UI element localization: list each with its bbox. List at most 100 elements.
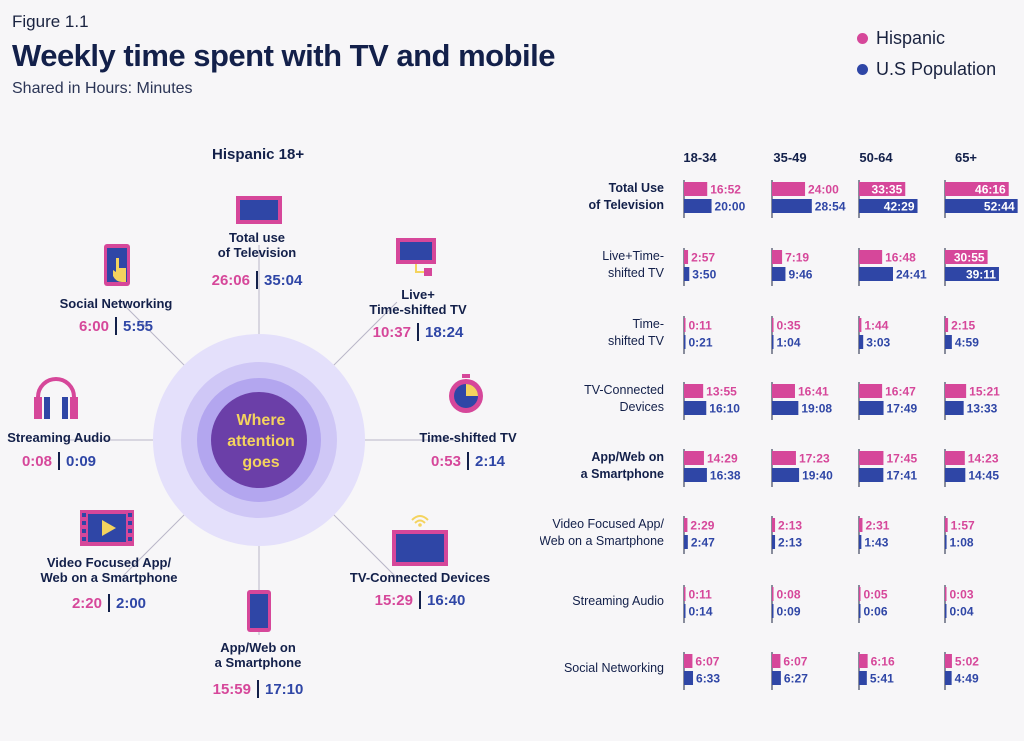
center-text-line: goes (242, 454, 280, 471)
wheel-category-label-line: Total use (228, 230, 286, 245)
hispanic-value: 10:37 (372, 323, 411, 341)
value-separator (467, 452, 469, 470)
video-play-icon (80, 510, 134, 546)
wheel-category-label-line: a Smartphone (214, 655, 302, 670)
wheel-category-values: 15:29 16:40 (374, 591, 465, 609)
value-separator (417, 323, 419, 341)
age-bar-chart: 18-34 35-49 50-64 65+ Total Use of Television… (540, 150, 1018, 690)
hispanic-bar (772, 318, 774, 332)
us-value-label: 17:49 (887, 402, 918, 416)
hispanic-value-label: 2:57 (691, 251, 715, 265)
hispanic-value: 15:29 (374, 591, 413, 609)
us-value-label: 0:14 (689, 605, 713, 619)
us-value-label: 19:08 (801, 402, 832, 416)
us-value-label: 1:04 (777, 336, 801, 350)
hispanic-bar (684, 518, 688, 532)
hispanic-bar (945, 451, 965, 465)
legend-us: U.S Population (857, 59, 996, 80)
value-separator (108, 594, 110, 612)
wheel-category-label-line: Time-shifted TV (369, 302, 467, 317)
hispanic-value-label: 6:07 (695, 655, 719, 669)
age-group-header: 50-64 (859, 150, 893, 165)
us-value: 2:14 (475, 452, 506, 470)
us-value-label: 24:41 (896, 268, 927, 282)
hispanic-value-label: 17:45 (886, 452, 917, 466)
hispanic-bar (945, 250, 988, 264)
wheel-category-label: App/Web on a Smartphone (215, 640, 302, 670)
headband (36, 377, 76, 405)
us-bar (684, 671, 694, 685)
wheel-category-label: Video Focused App/Web on a Smartphone (41, 555, 178, 585)
us-bar (859, 671, 867, 685)
phone-screen (250, 594, 268, 628)
legend-hispanic-swatch (857, 33, 868, 44)
legend-us-label: U.S Population (876, 59, 997, 79)
us-bar (859, 535, 862, 549)
us-value-label: 3:03 (866, 336, 890, 350)
us-value-label: 1:08 (950, 536, 974, 550)
hispanic-value-label: 14:29 (707, 452, 738, 466)
us-value-label: 0:09 (777, 605, 801, 619)
row-label: shifted TV (608, 266, 665, 280)
hispanic-value-label: 24:00 (808, 183, 839, 197)
us-value-label: 4:59 (955, 336, 979, 350)
hispanic-value-label: 17:23 (799, 452, 830, 466)
hand-pointer (113, 258, 126, 282)
row-label: Video Focused App/ (552, 517, 664, 531)
legend-hispanic: Hispanic (857, 28, 945, 49)
wheel-category-values: 15:59 17:10 (213, 680, 303, 698)
wifi-arc (414, 519, 426, 524)
row-label: Web on a Smartphone (540, 534, 664, 548)
hispanic-bar (772, 250, 783, 264)
us-bar (684, 604, 686, 618)
wheel-category-values: 10:37 18:24 (372, 323, 463, 341)
center-text-line: Where (236, 412, 286, 429)
value-separator (256, 271, 258, 289)
hispanic-bar (945, 654, 952, 668)
attention-wheel (34, 196, 483, 635)
us-bar (772, 401, 799, 415)
wheel-category-label-line: Web on a Smartphone (40, 570, 178, 585)
center-text-line: attention (227, 433, 295, 450)
hispanic-bar (859, 654, 868, 668)
wifi-arc (411, 515, 429, 521)
us-value-label: 3:50 (692, 268, 716, 282)
film-hole (128, 521, 132, 525)
hispanic-bar (859, 518, 863, 532)
wheel-category-values: 6:00 5:55 (79, 317, 153, 335)
us-bar (684, 335, 686, 349)
wheel-category-label: Total use of Television (218, 230, 297, 260)
wheel-category-values: 0:08 0:09 (22, 452, 96, 470)
film-hole (82, 521, 86, 525)
hispanic-bar (859, 250, 883, 264)
wheel-category-label: Time-shifted TV (419, 430, 516, 445)
row-label: Social Networking (564, 661, 664, 675)
us-bar (945, 535, 947, 549)
hispanic-bar (772, 384, 795, 398)
hispanic-bar (859, 182, 906, 196)
value-separator (419, 591, 421, 609)
wheel-category-label-line: Time-shifted TV (419, 430, 517, 445)
hispanic-value-label: 13:55 (706, 385, 737, 399)
value-separator (58, 452, 60, 470)
us-value-label: 6:33 (696, 672, 720, 686)
us-bar (772, 468, 800, 482)
tv-screen (400, 242, 432, 260)
us-bar (684, 401, 707, 415)
us-value-label: 52:44 (984, 200, 1015, 214)
timer-icon (449, 374, 483, 413)
hispanic-bar (945, 384, 967, 398)
hispanic-value-label: 7:19 (785, 251, 809, 265)
us-bar (859, 401, 884, 415)
us-bar (859, 468, 884, 482)
us-value: 0:09 (66, 452, 97, 470)
us-value: 35:04 (264, 271, 303, 289)
hispanic-value-label: 2:13 (778, 519, 802, 533)
timer-segment (466, 384, 478, 396)
us-value-label: 5:41 (870, 672, 894, 686)
us-value-label: 16:38 (710, 469, 741, 483)
film-hole (128, 529, 132, 533)
us-bar (945, 604, 947, 618)
hispanic-bar (859, 587, 861, 601)
us-value-label: 20:00 (715, 200, 746, 214)
